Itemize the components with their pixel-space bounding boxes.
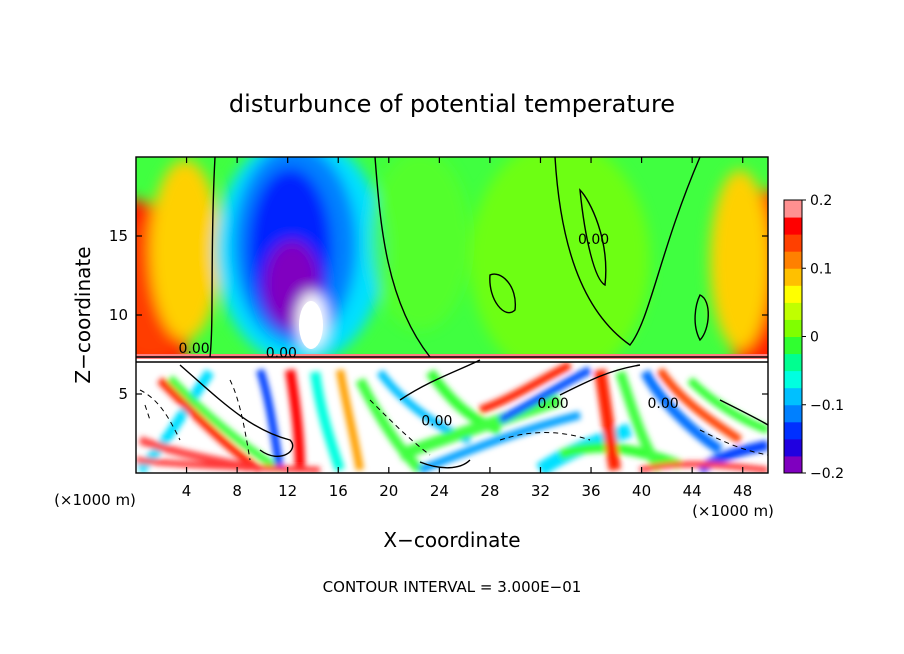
colorbar-tick-label: −0.1	[810, 398, 844, 414]
colorbar-swatch	[784, 251, 802, 269]
x-tick-label: 44	[683, 482, 702, 500]
colorbar-swatch	[784, 387, 802, 406]
colorbar-swatch	[784, 370, 802, 389]
x-unit-right: (×1000 m)	[692, 502, 774, 520]
x-tick-label: 32	[531, 482, 550, 500]
contour-label: 0.00	[578, 232, 609, 248]
x-tick-label: 8	[232, 482, 242, 500]
x-tick-label: 4	[182, 482, 192, 500]
colorbar-swatch	[784, 285, 802, 303]
colorbar-swatch	[784, 319, 802, 337]
colorbar-swatch	[784, 438, 802, 457]
plot-area: 0.00 0.00 0.00 0.00 0.00 0.00	[136, 157, 768, 473]
contour-lines	[136, 157, 768, 469]
y-tick-label: 5	[118, 385, 128, 403]
colorbar-tick-label: 0.2	[810, 193, 832, 209]
x-tick-label: 16	[329, 482, 348, 500]
colorbar-tick-label: 0	[810, 330, 819, 346]
y-axis-label: Z−coordinate	[71, 246, 95, 383]
x-tick-label: 24	[430, 482, 449, 500]
colorbar-swatch	[784, 200, 802, 218]
x-axis-label: X−coordinate	[383, 528, 520, 552]
lower-field	[136, 354, 768, 473]
x-axis-ticks: 4 8 12 16 20 24 28 32 36 40 44 48	[182, 157, 752, 500]
colorbar-swatch	[784, 268, 802, 286]
x-tick-label: 20	[379, 482, 398, 500]
contour-label: 0.00	[648, 396, 679, 412]
colorbar-tick-label: −0.2	[810, 466, 844, 482]
white-core	[299, 301, 323, 349]
contour-label: 0.00	[179, 341, 210, 357]
colorbar-tick-label: 0.1	[810, 261, 832, 277]
colorbar-swatch	[784, 404, 802, 423]
x-tick-label: 36	[581, 482, 600, 500]
colorbar	[784, 200, 802, 474]
colorbar-swatch	[784, 421, 802, 440]
chart-title: disturbunce of potential temperature	[229, 90, 675, 118]
upper-field	[136, 157, 768, 420]
contour-label: 0.00	[538, 396, 569, 412]
contour-label: 0.00	[421, 414, 452, 430]
y-tick-label: 15	[109, 227, 128, 245]
contour-interval-note: CONTOUR INTERVAL = 3.000E−01	[323, 578, 582, 596]
colorbar-swatch	[784, 353, 802, 372]
x-unit-left: (×1000 m)	[54, 491, 136, 509]
dashed-contours	[139, 379, 768, 461]
colorbar-swatch	[784, 336, 802, 355]
y-axis-ticks: 5 10 15	[109, 227, 768, 403]
colorbar-swatch	[784, 455, 802, 474]
contour-label: 0.00	[266, 346, 297, 362]
colorbar-swatch	[784, 302, 802, 320]
x-tick-label: 12	[278, 482, 297, 500]
x-tick-label: 28	[480, 482, 499, 500]
contour-label-group: 0.00 0.00 0.00 0.00 0.00 0.00	[179, 232, 679, 430]
x-tick-label: 40	[632, 482, 651, 500]
colorbar-swatch	[784, 234, 802, 252]
x-tick-label: 48	[733, 482, 752, 500]
colorbar-swatch	[784, 217, 802, 235]
colorbar-ticks: 0.2 0.1 0 −0.1 −0.2	[802, 193, 844, 482]
y-tick-label: 10	[109, 306, 128, 324]
